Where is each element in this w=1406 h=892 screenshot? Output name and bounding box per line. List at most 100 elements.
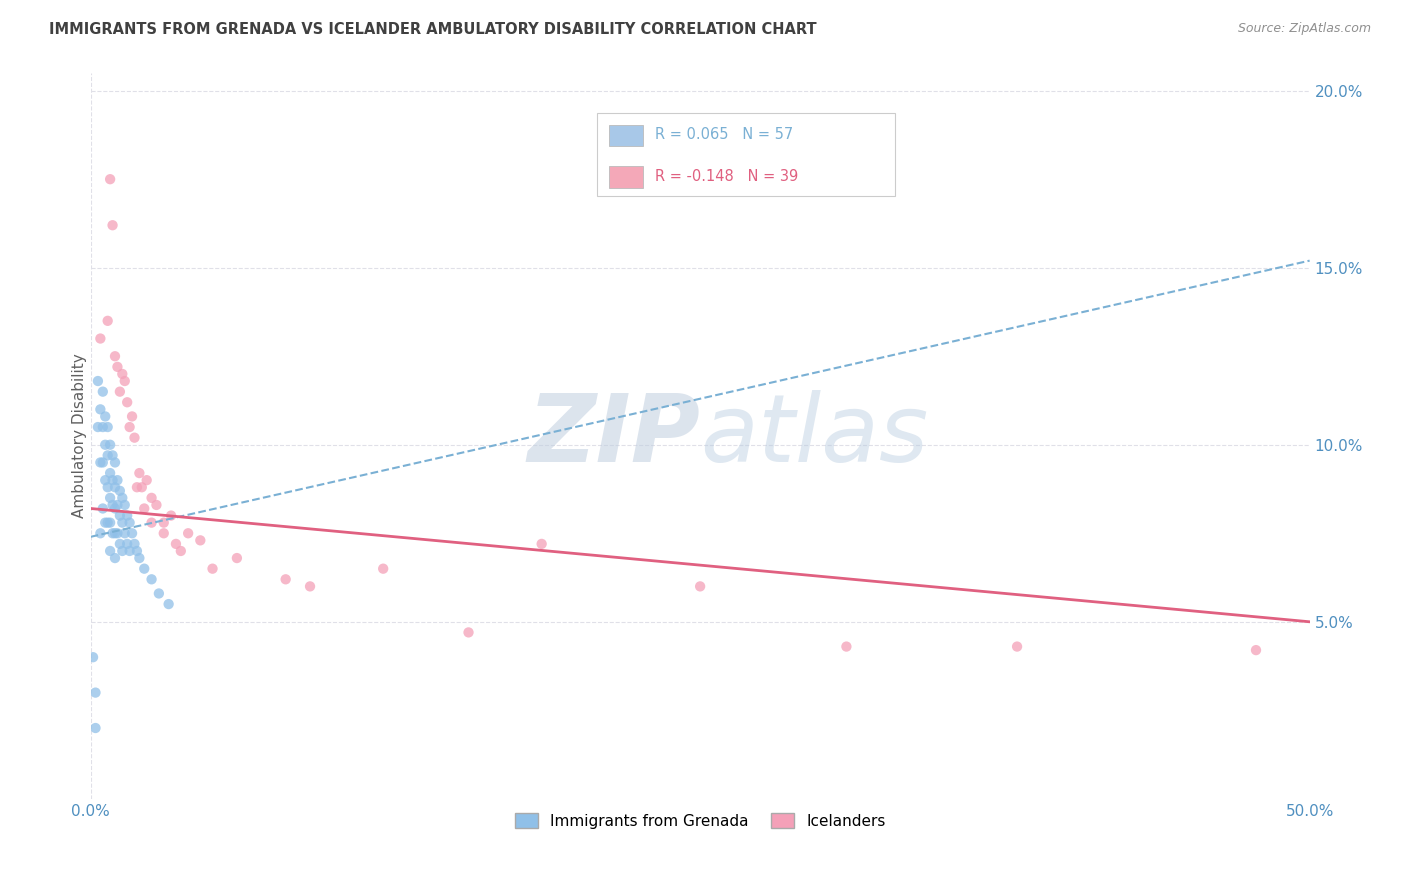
Point	[118, 420, 141, 434]
Point	[94, 516, 117, 530]
Point	[111, 491, 134, 505]
Point	[89, 402, 111, 417]
Point	[101, 473, 124, 487]
Point	[84, 685, 107, 699]
Point	[104, 526, 127, 541]
Point	[107, 526, 129, 541]
Point	[87, 420, 110, 434]
Point	[114, 498, 136, 512]
Point	[84, 721, 107, 735]
Point	[97, 480, 120, 494]
Point	[108, 384, 131, 399]
Point	[98, 438, 121, 452]
Point	[104, 455, 127, 469]
Point	[152, 526, 174, 541]
Point	[188, 533, 211, 548]
Point	[170, 544, 193, 558]
Point	[98, 491, 121, 505]
Text: R = -0.148   N = 39: R = -0.148 N = 39	[655, 169, 799, 184]
Point	[101, 526, 124, 541]
Point	[104, 480, 127, 494]
Point	[530, 537, 553, 551]
Point	[108, 508, 131, 523]
Point	[89, 455, 111, 469]
Point	[135, 473, 157, 487]
Point	[177, 526, 200, 541]
Point	[91, 384, 114, 399]
Point	[145, 498, 167, 512]
Point	[128, 551, 150, 566]
Point	[97, 314, 120, 328]
Point	[89, 332, 111, 346]
Point	[134, 562, 156, 576]
Point	[141, 491, 163, 505]
Point	[124, 537, 146, 551]
Point	[94, 473, 117, 487]
Point	[160, 508, 183, 523]
Bar	[596, 113, 896, 196]
Point	[114, 374, 136, 388]
Bar	[609, 125, 643, 146]
Point	[115, 508, 138, 523]
Point	[689, 579, 711, 593]
Point	[152, 516, 174, 530]
Text: IMMIGRANTS FROM GRENADA VS ICELANDER AMBULATORY DISABILITY CORRELATION CHART: IMMIGRANTS FROM GRENADA VS ICELANDER AMB…	[49, 22, 817, 37]
Point	[97, 420, 120, 434]
Point	[118, 544, 141, 558]
Point	[115, 537, 138, 551]
Point	[225, 551, 247, 566]
Point	[141, 572, 163, 586]
Point	[457, 625, 479, 640]
Point	[101, 498, 124, 512]
Point	[121, 526, 143, 541]
Point	[131, 480, 153, 494]
Point	[87, 374, 110, 388]
Point	[104, 551, 127, 566]
Point	[98, 544, 121, 558]
Point	[165, 537, 187, 551]
Point	[108, 537, 131, 551]
Point	[97, 516, 120, 530]
Point	[107, 473, 129, 487]
Point	[97, 449, 120, 463]
Point	[835, 640, 858, 654]
Point	[107, 498, 129, 512]
Point	[111, 544, 134, 558]
Point	[274, 572, 297, 586]
Point	[98, 172, 121, 186]
Point	[104, 501, 127, 516]
Bar	[609, 166, 643, 187]
Point	[121, 409, 143, 424]
Point	[104, 349, 127, 363]
Legend: Immigrants from Grenada, Icelanders: Immigrants from Grenada, Icelanders	[509, 806, 891, 835]
Point	[108, 483, 131, 498]
Point	[114, 526, 136, 541]
Point	[101, 449, 124, 463]
Point	[98, 466, 121, 480]
Text: ZIP: ZIP	[527, 390, 700, 482]
Point	[115, 395, 138, 409]
Point	[91, 501, 114, 516]
Point	[134, 501, 156, 516]
Point	[201, 562, 224, 576]
Point	[141, 516, 163, 530]
Point	[157, 597, 180, 611]
Point	[111, 516, 134, 530]
Text: Source: ZipAtlas.com: Source: ZipAtlas.com	[1237, 22, 1371, 36]
Text: R = 0.065   N = 57: R = 0.065 N = 57	[655, 128, 793, 142]
Point	[118, 516, 141, 530]
Point	[94, 438, 117, 452]
Point	[91, 455, 114, 469]
Point	[1005, 640, 1028, 654]
Point	[128, 466, 150, 480]
Point	[1244, 643, 1267, 657]
Point	[91, 420, 114, 434]
Point	[107, 359, 129, 374]
Point	[89, 526, 111, 541]
Point	[148, 586, 170, 600]
Point	[111, 367, 134, 381]
Point	[82, 650, 104, 665]
Point	[373, 562, 395, 576]
Point	[94, 409, 117, 424]
Point	[124, 431, 146, 445]
